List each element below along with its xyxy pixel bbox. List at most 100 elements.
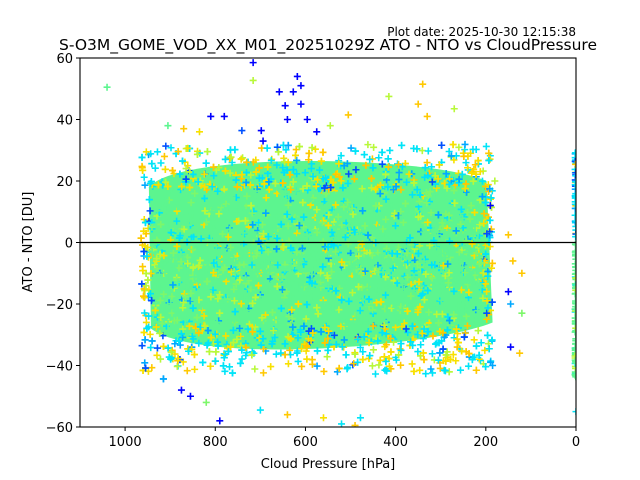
- scatter-point: [348, 289, 356, 297]
- scatter-outlier: [275, 88, 283, 96]
- scatter-point: [397, 361, 405, 369]
- scatter-point: [414, 213, 422, 221]
- scatter-point: [320, 367, 328, 375]
- scatter-point: [485, 345, 493, 353]
- scatter-point: [466, 215, 474, 223]
- scatter-point: [249, 194, 257, 202]
- scatter-outlier: [414, 100, 422, 108]
- scatter-point: [417, 316, 425, 324]
- scatter-point: [294, 265, 302, 273]
- scatter-point: [347, 256, 355, 264]
- scatter-point: [403, 249, 411, 257]
- scatter-point: [189, 263, 197, 271]
- scatter-outlier: [177, 386, 185, 394]
- scatter-point: [183, 314, 191, 322]
- scatter-point: [289, 268, 297, 276]
- scatter-point: [477, 259, 485, 267]
- scatter-point: [249, 244, 257, 252]
- scatter-point: [273, 161, 281, 169]
- scatter-point: [235, 261, 243, 269]
- scatter-point: [204, 266, 212, 274]
- scatter-point: [241, 230, 249, 238]
- scatter-point: [396, 318, 404, 326]
- scatter-point: [313, 189, 321, 197]
- scatter-point: [426, 242, 434, 250]
- scatter-point: [243, 158, 251, 166]
- scatter-point: [282, 146, 290, 154]
- scatter-point: [137, 234, 145, 242]
- scatter-point: [428, 369, 436, 377]
- scatter-point: [349, 361, 357, 369]
- scatter-point: [314, 282, 322, 290]
- scatter-point: [140, 328, 148, 336]
- scatter-point: [428, 321, 436, 329]
- scatter-outlier: [257, 127, 265, 135]
- scatter-point: [201, 322, 209, 330]
- scatter-point: [481, 280, 489, 288]
- scatter-point: [238, 244, 246, 252]
- scatter-point: [255, 164, 263, 172]
- scatter-point: [142, 148, 150, 156]
- scatter-outlier: [516, 349, 524, 357]
- scatter-point: [307, 201, 315, 209]
- scatter-point: [294, 357, 302, 365]
- scatter-point: [221, 155, 229, 163]
- scatter-point: [478, 193, 486, 201]
- scatter-point: [264, 169, 272, 177]
- scatter-point: [233, 218, 241, 226]
- scatter-point: [296, 256, 304, 264]
- scatter-point: [399, 218, 407, 226]
- scatter-outlier: [220, 112, 228, 120]
- scatter-point: [378, 148, 386, 156]
- scatter-point: [428, 163, 436, 171]
- scatter-point: [230, 254, 238, 262]
- scatter-point: [424, 287, 432, 295]
- scatter-point: [138, 153, 146, 161]
- scatter-point: [214, 342, 222, 350]
- scatter-point: [350, 203, 358, 211]
- scatter-point: [325, 340, 333, 348]
- scatter-point: [269, 326, 277, 334]
- scatter-outlier: [338, 420, 346, 427]
- scatter-point: [458, 347, 466, 355]
- scatter-point: [332, 287, 340, 295]
- scatter-point: [333, 253, 341, 261]
- scatter-point: [471, 298, 479, 306]
- scatter-point: [391, 303, 399, 311]
- scatter-point: [285, 190, 293, 198]
- scatter-point: [281, 340, 289, 348]
- scatter-point: [403, 178, 411, 186]
- scatter-point: [266, 212, 274, 220]
- scatter-point: [454, 169, 462, 177]
- scatter-point: [259, 230, 267, 238]
- scatter-point: [441, 189, 449, 197]
- scatter-point: [303, 342, 311, 350]
- scatter-point: [434, 211, 442, 219]
- x-tick-label: 0: [572, 435, 580, 450]
- scatter-point: [181, 282, 189, 290]
- scatter-point: [236, 359, 244, 367]
- scatter-outlier: [281, 102, 289, 110]
- scatter-point: [333, 220, 341, 228]
- scatter-outlier: [293, 72, 301, 80]
- scatter-point: [293, 170, 301, 178]
- scatter-point: [309, 233, 317, 241]
- scatter-point: [257, 341, 265, 349]
- scatter-point: [212, 248, 220, 256]
- scatter-point: [208, 308, 216, 316]
- scatter-point: [350, 226, 358, 234]
- scatter-point: [168, 242, 176, 250]
- scatter-point: [278, 273, 286, 281]
- scatter-outlier: [344, 111, 352, 119]
- scatter-point: [203, 237, 211, 245]
- scatter-point: [206, 202, 214, 210]
- scatter-outlier: [249, 59, 257, 67]
- scatter-point: [153, 351, 161, 359]
- scatter-point: [219, 266, 227, 274]
- scatter-point: [390, 338, 398, 346]
- scatter-point: [324, 335, 332, 343]
- scatter-point: [288, 315, 296, 323]
- scatter-point: [457, 366, 465, 374]
- scatter-point: [377, 298, 385, 306]
- scatter-point: [442, 357, 450, 365]
